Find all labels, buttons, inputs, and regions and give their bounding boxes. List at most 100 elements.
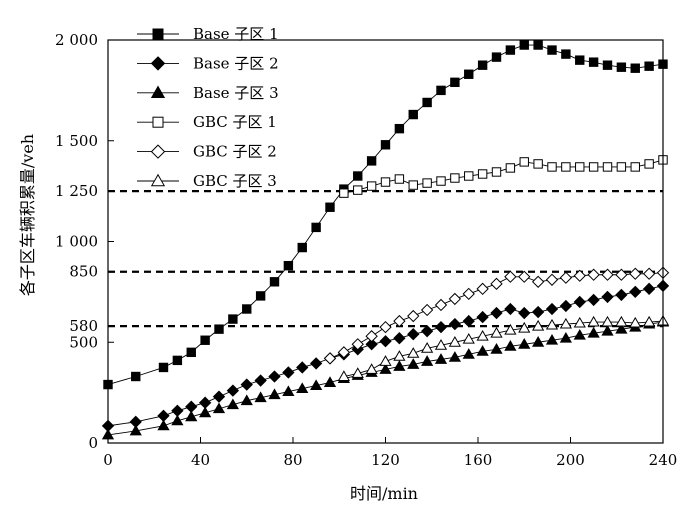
x-tick-label: 80: [283, 451, 302, 469]
data-point: [323, 352, 337, 365]
data-point: [296, 361, 309, 374]
y-tick-label: 2 000: [55, 31, 98, 49]
data-point: [394, 123, 405, 134]
data-point: [434, 339, 448, 350]
data-point: [323, 376, 337, 387]
data-point: [212, 402, 226, 414]
data-point: [518, 306, 531, 320]
data-point: [518, 338, 531, 349]
data-point: [545, 333, 559, 345]
data-point: [283, 260, 294, 271]
data-point: [588, 57, 599, 67]
legend-label: GBC 子区 2: [193, 143, 277, 161]
x-tick-label: 240: [649, 451, 678, 469]
legend-item: GBC 子区 3: [137, 172, 277, 190]
data-point: [462, 332, 475, 344]
data-point: [158, 362, 169, 373]
data-point: [421, 342, 434, 353]
y-tick-label: 1 250: [55, 182, 98, 200]
data-point: [573, 295, 586, 309]
data-point: [630, 63, 640, 73]
data-point: [561, 162, 571, 172]
data-point: [379, 335, 392, 348]
data-point: [408, 109, 418, 120]
data-point: [268, 388, 281, 400]
data-point: [615, 315, 628, 327]
data-point: [464, 171, 474, 181]
data-point: [254, 374, 267, 387]
data-point: [434, 298, 448, 312]
x-tick-label: 160: [464, 451, 493, 469]
data-point: [422, 97, 432, 108]
data-point: [394, 174, 405, 184]
data-point: [212, 390, 226, 403]
data-point: [353, 171, 363, 181]
data-point: [559, 299, 573, 313]
data-point: [490, 326, 503, 338]
data-point: [602, 162, 613, 172]
data-point: [422, 178, 432, 188]
data-point: [421, 355, 434, 366]
data-point: [491, 52, 502, 62]
data-point: [365, 330, 378, 343]
data-point: [199, 406, 212, 418]
legend-item: Base 子区 3: [137, 84, 279, 102]
data-point: [448, 292, 462, 306]
data-point: [587, 326, 600, 338]
data-point: [491, 167, 502, 177]
data-point: [351, 367, 364, 378]
data-point: [172, 355, 183, 366]
data-point: [462, 314, 475, 328]
data-point: [186, 347, 196, 358]
data-point: [601, 290, 614, 304]
data-point: [152, 28, 164, 40]
data-point: [408, 180, 418, 190]
data-point: [573, 269, 586, 282]
data-point: [519, 40, 529, 50]
data-point: [642, 282, 656, 296]
data-point: [575, 55, 585, 65]
data-point: [545, 302, 559, 316]
data-point: [152, 116, 164, 128]
data-point: [602, 60, 613, 70]
data-point: [532, 335, 545, 347]
data-point: [559, 331, 572, 343]
data-point: [254, 391, 267, 403]
data-point: [531, 275, 545, 288]
legend-item: Base 子区 1: [137, 25, 279, 43]
data-point: [505, 163, 516, 173]
data-point: [337, 370, 350, 381]
data-point: [504, 340, 517, 351]
data-point: [587, 293, 600, 307]
data-point: [643, 315, 656, 327]
data-point: [615, 268, 628, 281]
series: [323, 266, 670, 365]
data-point: [477, 169, 488, 179]
y-tick-label: 850: [69, 263, 98, 281]
data-point: [587, 268, 600, 281]
data-point: [547, 162, 557, 172]
data-point: [518, 321, 531, 333]
data-point: [519, 157, 529, 167]
legend-item: GBC 子区 1: [137, 113, 277, 131]
data-point: [434, 353, 448, 364]
data-point: [228, 314, 238, 324]
data-point: [629, 316, 642, 328]
data-point: [448, 317, 462, 331]
legend-label: Base 子区 3: [193, 84, 279, 102]
data-point: [407, 358, 420, 369]
data-point: [490, 277, 503, 290]
data-point: [616, 162, 627, 172]
y-tick-label: 1 500: [55, 132, 98, 150]
data-point: [150, 173, 166, 187]
data-point: [214, 324, 224, 334]
data-point: [407, 309, 420, 323]
data-point: [339, 188, 349, 198]
data-point: [353, 185, 363, 195]
data-point: [268, 370, 281, 383]
data-point: [518, 270, 531, 283]
data-point: [325, 202, 335, 212]
data-point: [601, 315, 614, 327]
data-point: [629, 267, 642, 280]
